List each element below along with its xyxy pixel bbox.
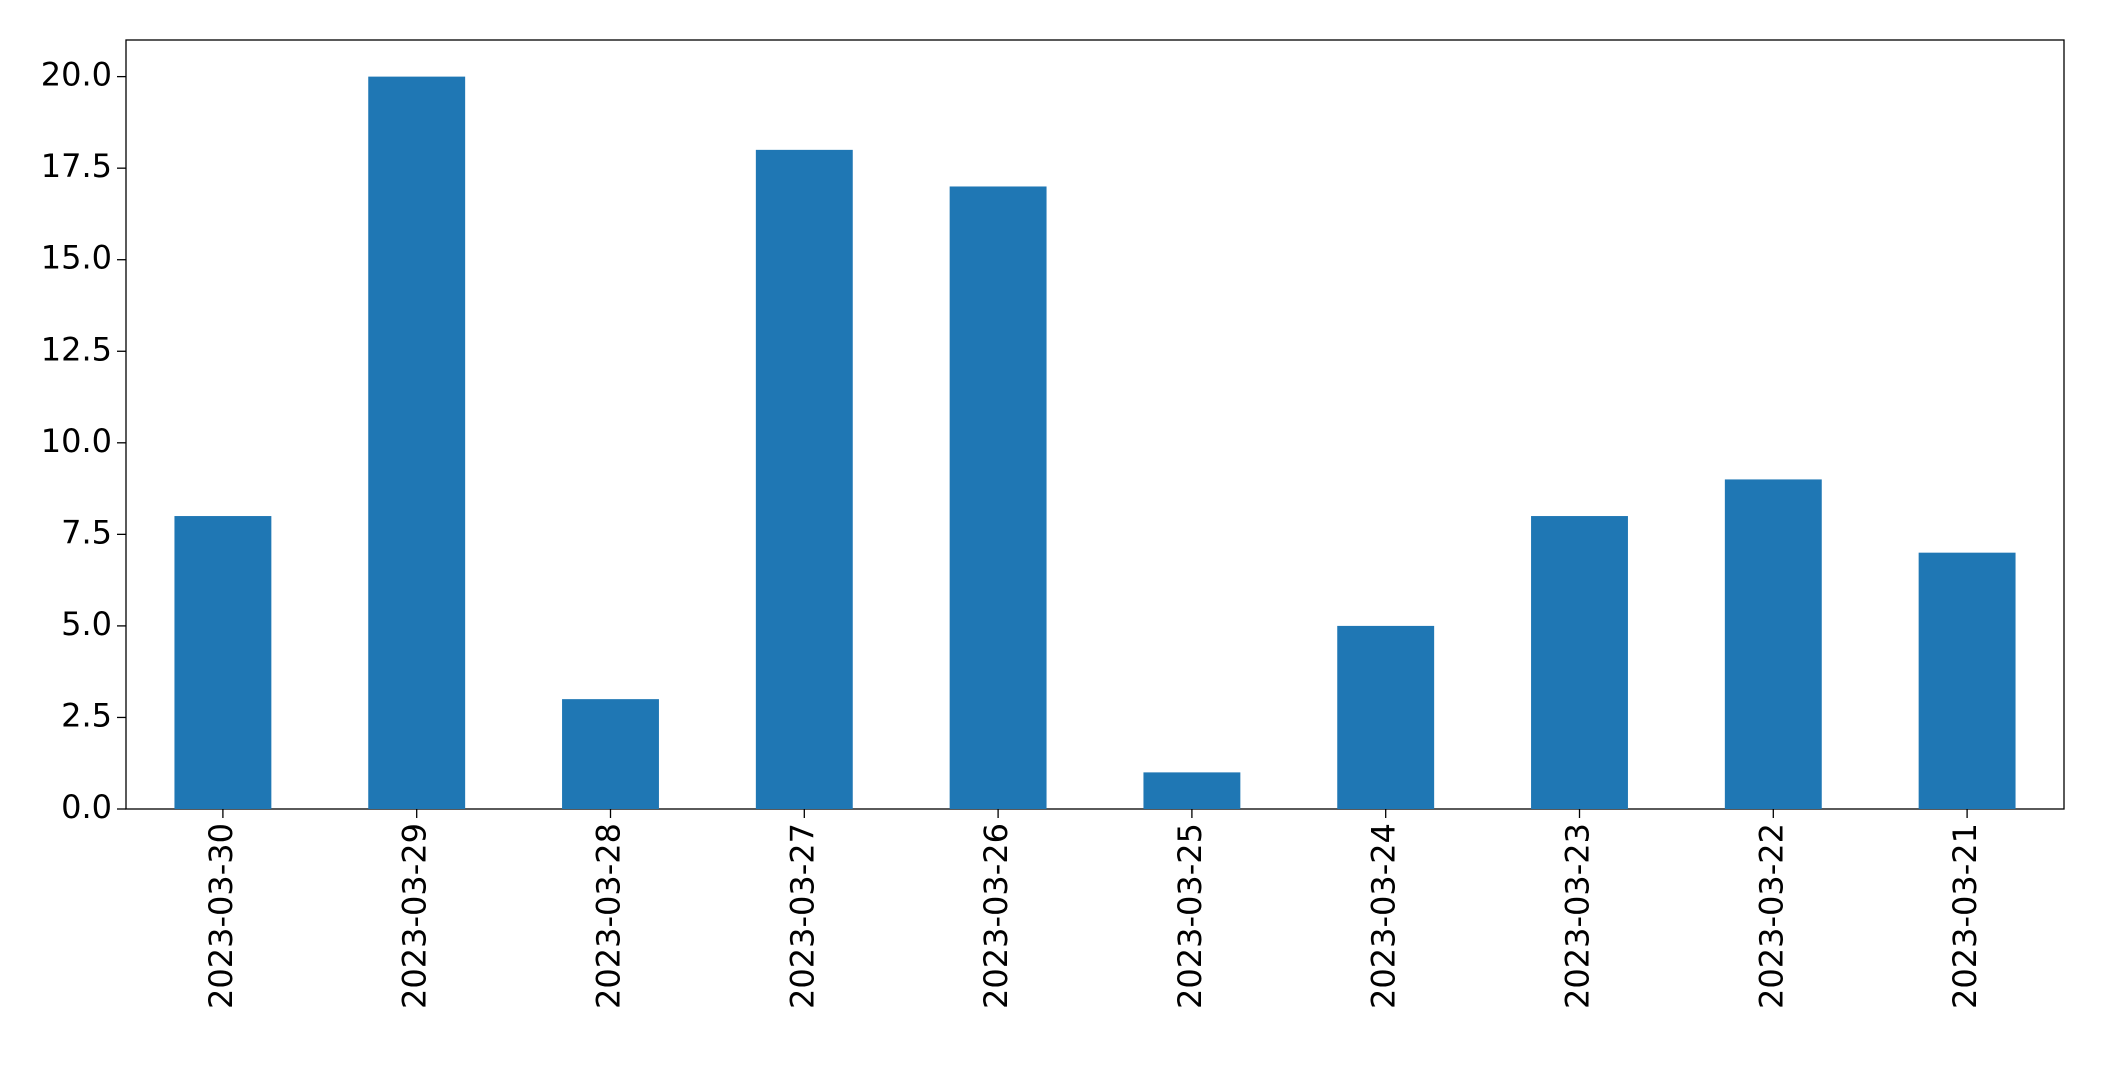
- x-tick-label: 2023-03-24: [1365, 823, 1403, 1009]
- y-tick-label: 20.0: [41, 56, 112, 94]
- x-tick-label: 2023-03-22: [1752, 823, 1790, 1009]
- bar: [1531, 516, 1628, 809]
- y-tick-label: 10.0: [41, 422, 112, 460]
- x-tick-label: 2023-03-25: [1171, 823, 1209, 1009]
- bar: [949, 186, 1047, 809]
- bar: [755, 149, 853, 809]
- plot-frame: [125, 39, 2065, 810]
- y-tick-label: 2.5: [61, 696, 112, 734]
- bar: [1143, 772, 1241, 809]
- bar: [1724, 479, 1822, 809]
- bar: [562, 699, 659, 809]
- bar: [174, 516, 272, 809]
- bar: [368, 76, 466, 810]
- y-tick-label: 5.0: [61, 605, 112, 643]
- y-tick-label: 0.0: [61, 788, 112, 826]
- y-tick-label: 15.0: [41, 239, 112, 277]
- x-tick-label: 2023-03-28: [590, 823, 628, 1009]
- x-tick-label: 2023-03-27: [783, 823, 821, 1009]
- y-tick-label: 17.5: [41, 147, 112, 185]
- y-tick-label: 12.5: [41, 330, 112, 368]
- y-tick-label: 7.5: [61, 513, 112, 551]
- x-tick-label: 2023-03-23: [1559, 823, 1597, 1009]
- bar: [1337, 625, 1435, 809]
- x-tick-label: 2023-03-26: [977, 823, 1015, 1009]
- x-tick-label: 2023-03-30: [202, 823, 240, 1009]
- bar: [1918, 552, 2016, 809]
- x-tick-label: 2023-03-21: [1946, 823, 1984, 1009]
- x-tick-label: 2023-03-29: [396, 823, 434, 1009]
